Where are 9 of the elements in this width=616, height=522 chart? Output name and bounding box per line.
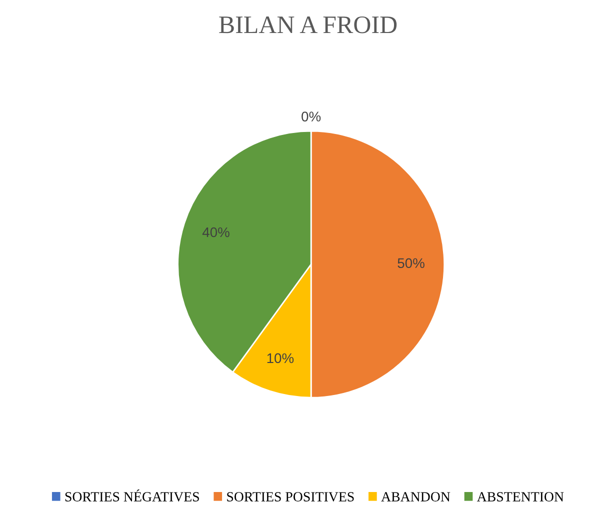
legend-label: ABANDON [381,492,450,502]
data-label: 10% [267,353,294,364]
text: 0% [302,112,321,122]
data-label: 40% [202,227,230,238]
legend-label: SORTIES POSITIVES [227,492,354,502]
data-label: 50% [398,258,424,268]
chart-title: BILAN A FROID [219,16,397,34]
legend-label: ABSTENTION [476,492,564,502]
legend-label: SORTIES NÉGATIVES [65,489,199,502]
